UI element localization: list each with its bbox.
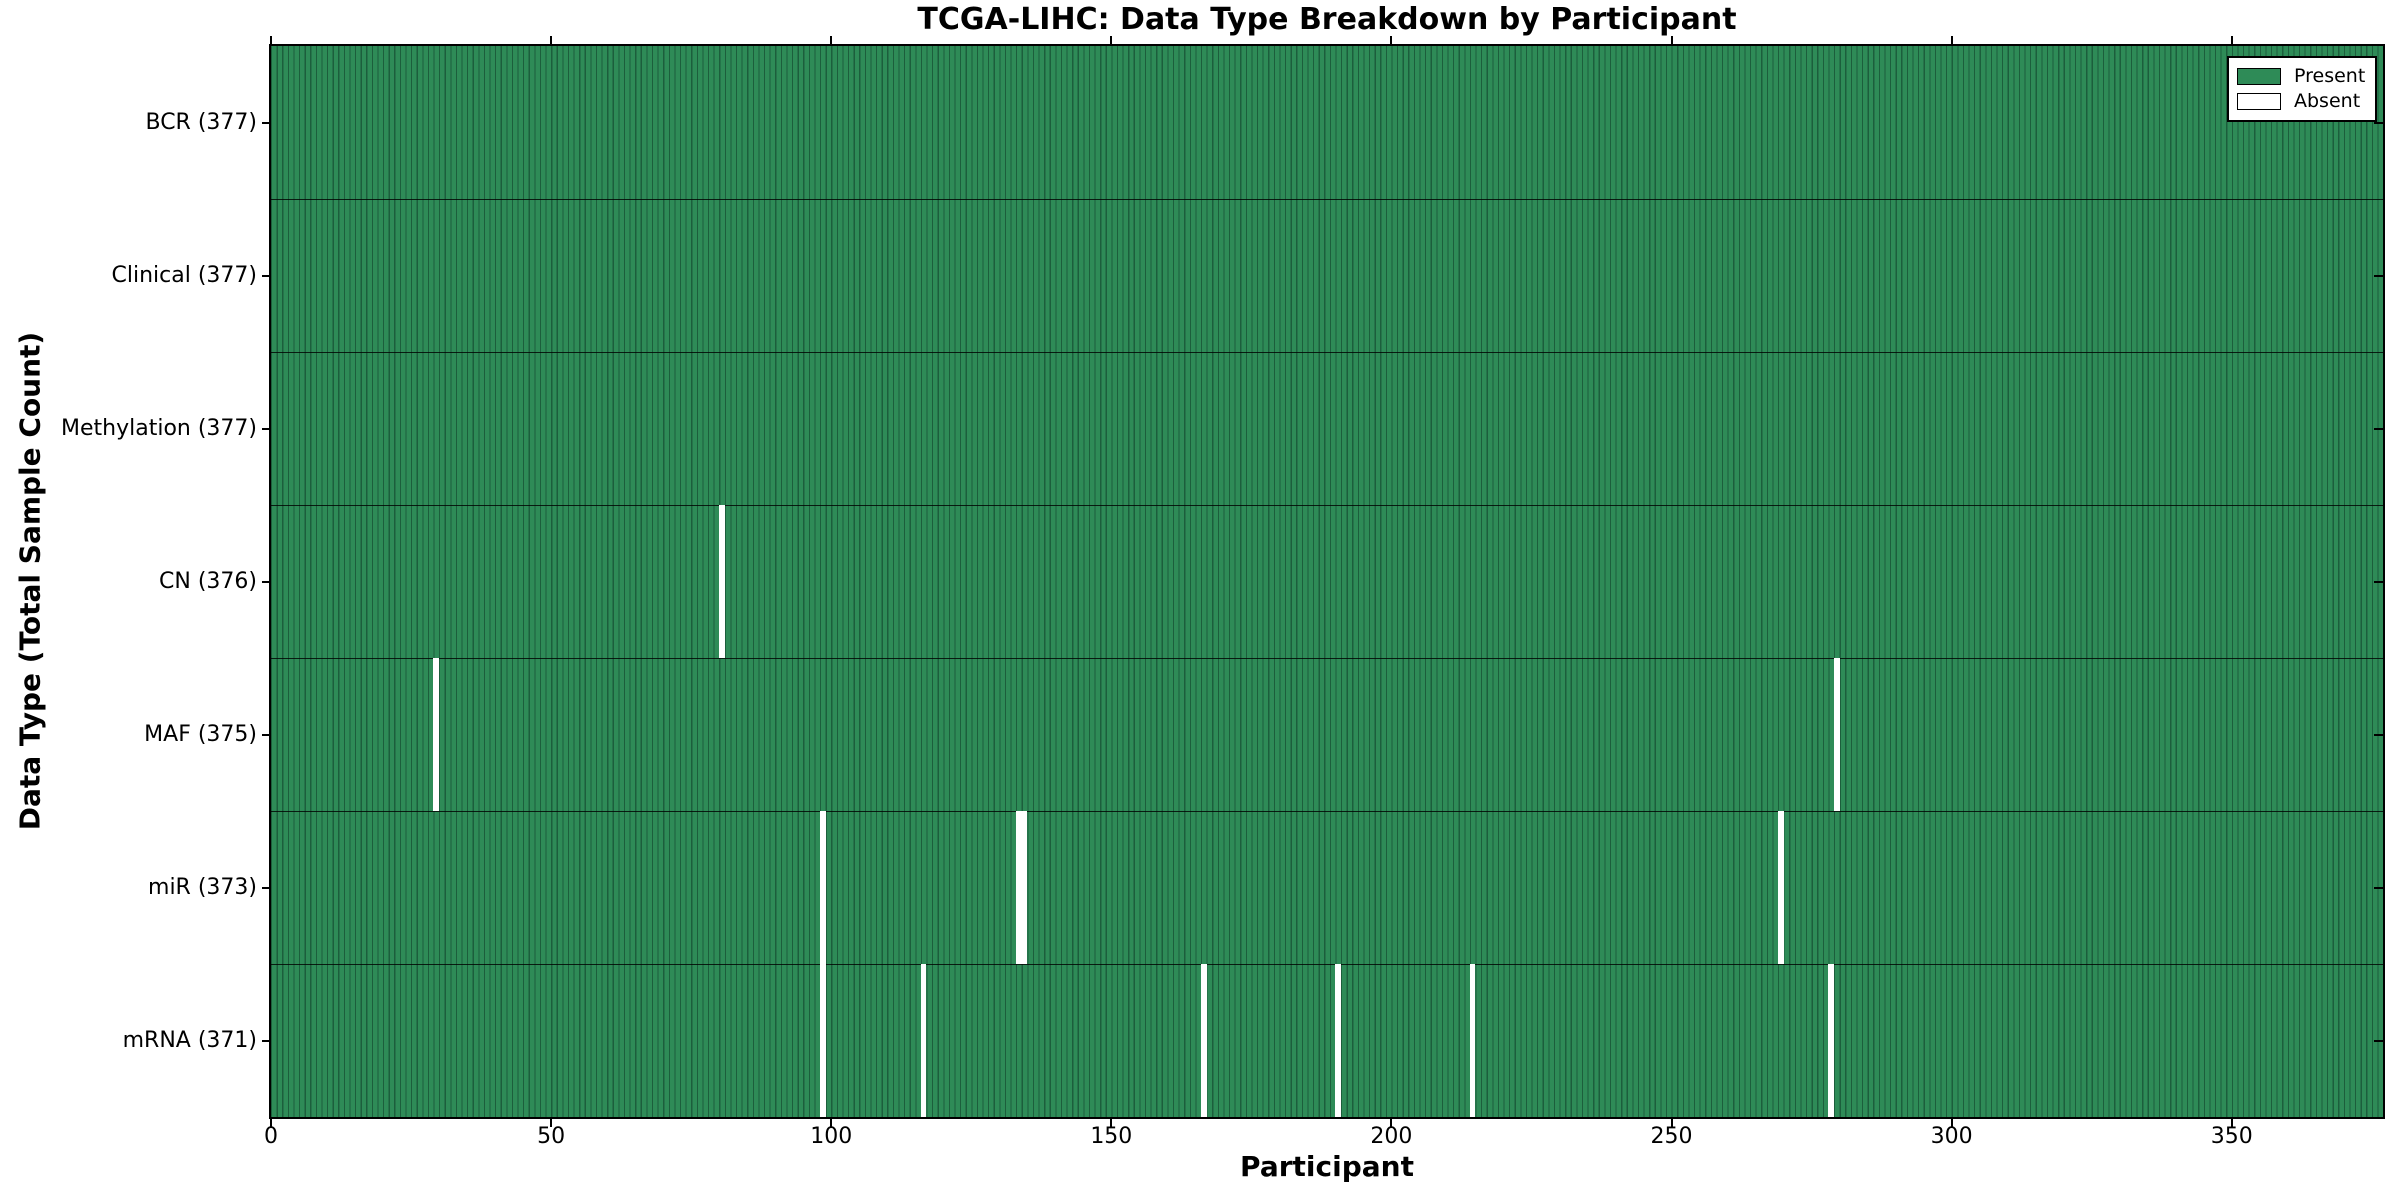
y-tick-label-clinical: Clinical (377) [111,262,257,288]
y-tick-label-mrna: mRNA (371) [122,1027,257,1053]
x-tick-mark-bottom [270,1119,272,1127]
y-tick-mark-right [2374,121,2383,124]
legend-item-present: Present [2237,64,2367,87]
absent-bar-mrna-166 [1200,964,1207,1117]
x-tick-label-350: 350 [2210,1124,2253,1149]
x-tick-mark-top [1110,36,1113,44]
y-tick-mark-left [262,580,271,583]
absent-bar-maf-279 [1833,658,1840,811]
legend-swatch-absent [2237,93,2281,111]
y-tick-mark-right [2374,733,2383,736]
y-tick-mark-right [2374,580,2383,583]
x-tick-label-250: 250 [1650,1124,1693,1149]
y-axis-label: Data Type (Total Sample Count) [13,331,47,831]
row-separator [271,963,2383,965]
x-tick-label-150: 150 [1090,1124,1133,1149]
absent-bar-mrna-98 [820,964,826,1117]
x-tick-mark-top [1670,36,1673,44]
x-axis-label: Participant [1240,1150,1414,1183]
x-tick-label-300: 300 [1930,1124,1973,1149]
x-tick-mark-bottom [2230,1119,2233,1127]
absent-bar-mrna-214 [1469,964,1476,1117]
x-tick-mark-top [2230,36,2233,44]
chart-title: TCGA-LIHC: Data Type Breakdown by Partic… [917,2,1737,37]
row-separator [271,657,2383,659]
x-tick-mark-top [550,36,553,44]
absent-bar-mrna-116 [920,964,927,1117]
absent-bar-mir-269 [1777,811,1784,964]
x-tick-label-0: 0 [264,1124,278,1149]
x-tick-label-50: 50 [537,1124,566,1149]
y-tick-mark-left [262,427,271,430]
x-tick-mark-bottom [1950,1119,1953,1127]
y-tick-label-mir: miR (373) [148,874,257,900]
x-tick-mark-bottom [1110,1119,1113,1127]
y-tick-label-bcr: BCR (377) [145,109,257,135]
plot-area [271,46,2383,1117]
x-tick-label-100: 100 [810,1124,853,1149]
y-tick-mark-right [2374,274,2383,277]
y-tick-mark-right [2374,886,2383,889]
x-tick-label-200: 200 [1370,1124,1413,1149]
x-tick-mark-bottom [1670,1119,1673,1127]
absent-bar-maf-29 [433,658,440,811]
y-tick-mark-right [2374,1039,2383,1042]
x-tick-mark-top [270,36,272,44]
absent-bar-mir-134 [1021,811,1028,964]
x-tick-mark-top [1390,36,1393,44]
y-tick-label-methylation: Methylation (377) [61,415,257,441]
absent-bar-mir-98 [820,811,826,964]
absent-bar-mir-133 [1016,811,1022,964]
y-tick-mark-left [262,1039,271,1042]
x-tick-mark-top [830,36,833,44]
legend-label: Present [2294,64,2366,87]
x-tick-mark-bottom [550,1119,553,1127]
y-tick-mark-left [262,886,271,889]
row-separator [271,504,2383,506]
x-tick-mark-bottom [1390,1119,1393,1127]
y-tick-mark-right [2374,427,2383,430]
x-tick-mark-top [1950,36,1953,44]
row-separator [271,198,2383,200]
y-tick-label-maf: MAF (375) [144,721,257,747]
absent-bar-mrna-190 [1335,964,1341,1117]
legend-swatch-present [2237,67,2281,85]
legend-item-absent: Absent [2237,92,2367,111]
row-separator [271,351,2383,353]
absent-bar-mrna-278 [1828,964,1834,1117]
y-tick-label-cn: CN (376) [159,568,257,594]
row-separator [271,810,2383,812]
y-tick-mark-left [262,733,271,736]
legend: Present Absent [2227,56,2377,122]
y-tick-mark-left [262,121,271,124]
absent-bar-cn-80 [719,505,725,658]
y-tick-mark-left [262,274,271,277]
x-tick-mark-bottom [830,1119,833,1127]
legend-label: Absent [2294,90,2361,113]
